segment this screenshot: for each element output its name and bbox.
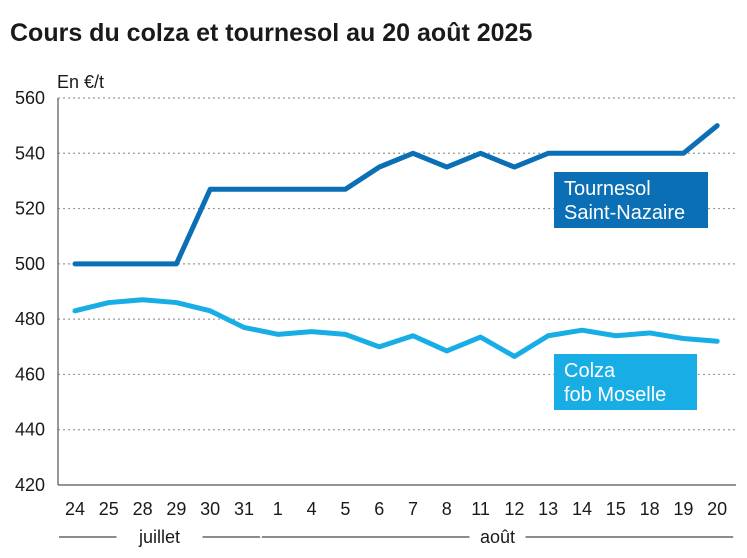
chart-title: Cours du colza et tournesol au 20 août 2… — [10, 19, 532, 47]
series-line-1 — [72, 297, 720, 359]
x-tick-label: 6 — [374, 499, 384, 519]
x-tick-label: 25 — [99, 499, 119, 519]
y-tick-labels: 420 440 460 480 500 520 540 560 — [15, 88, 45, 495]
month-labels: juillet août — [59, 527, 734, 547]
y-tick-label: 420 — [15, 475, 45, 495]
x-tick-label: 11 — [471, 499, 490, 519]
x-tick-label: 31 — [234, 499, 254, 519]
x-tick-label: 29 — [166, 499, 186, 519]
y-tick-label: 560 — [15, 88, 45, 108]
series-line-0 — [72, 123, 720, 267]
x-tick-label: 7 — [408, 499, 418, 519]
x-tick-label: 8 — [442, 499, 452, 519]
x-tick-label: 20 — [707, 499, 727, 519]
y-tick-label: 460 — [15, 364, 45, 384]
x-tick-label: 19 — [673, 499, 693, 519]
y-axis-unit: En €/t — [57, 72, 104, 92]
x-tick-label: 18 — [640, 499, 660, 519]
x-tick-labels: 24 25 28 29 30 31 1 4 5 6 7 8 11 12 13 14 15 18 19 20 — [65, 499, 727, 519]
x-tick-label: 4 — [307, 499, 317, 519]
y-tick-label: 480 — [15, 309, 45, 329]
month-label: août — [480, 527, 515, 547]
legend-box-0 — [554, 172, 708, 228]
x-tick-label: 12 — [504, 499, 524, 519]
y-tick-label: 520 — [15, 199, 45, 219]
x-tick-label: 1 — [273, 499, 283, 519]
x-tick-label: 24 — [65, 499, 85, 519]
legend-label: Tournesol — [564, 178, 651, 200]
y-tick-label: 540 — [15, 143, 45, 163]
x-tick-label: 5 — [340, 499, 350, 519]
x-tick-label: 14 — [572, 499, 592, 519]
legend-label: fob Moselle — [564, 384, 666, 406]
legend-label: Saint-Nazaire — [564, 202, 685, 224]
month-label: juillet — [138, 527, 180, 547]
x-tick-label: 15 — [606, 499, 626, 519]
x-tick-label: 30 — [200, 499, 220, 519]
legend-box-1 — [554, 354, 697, 410]
y-tick-label: 500 — [15, 254, 45, 274]
y-tick-label: 440 — [15, 420, 45, 440]
x-tick-label: 13 — [538, 499, 558, 519]
x-tick-label: 28 — [133, 499, 153, 519]
series-lines — [72, 123, 720, 359]
legend-label: Colza — [564, 360, 616, 382]
